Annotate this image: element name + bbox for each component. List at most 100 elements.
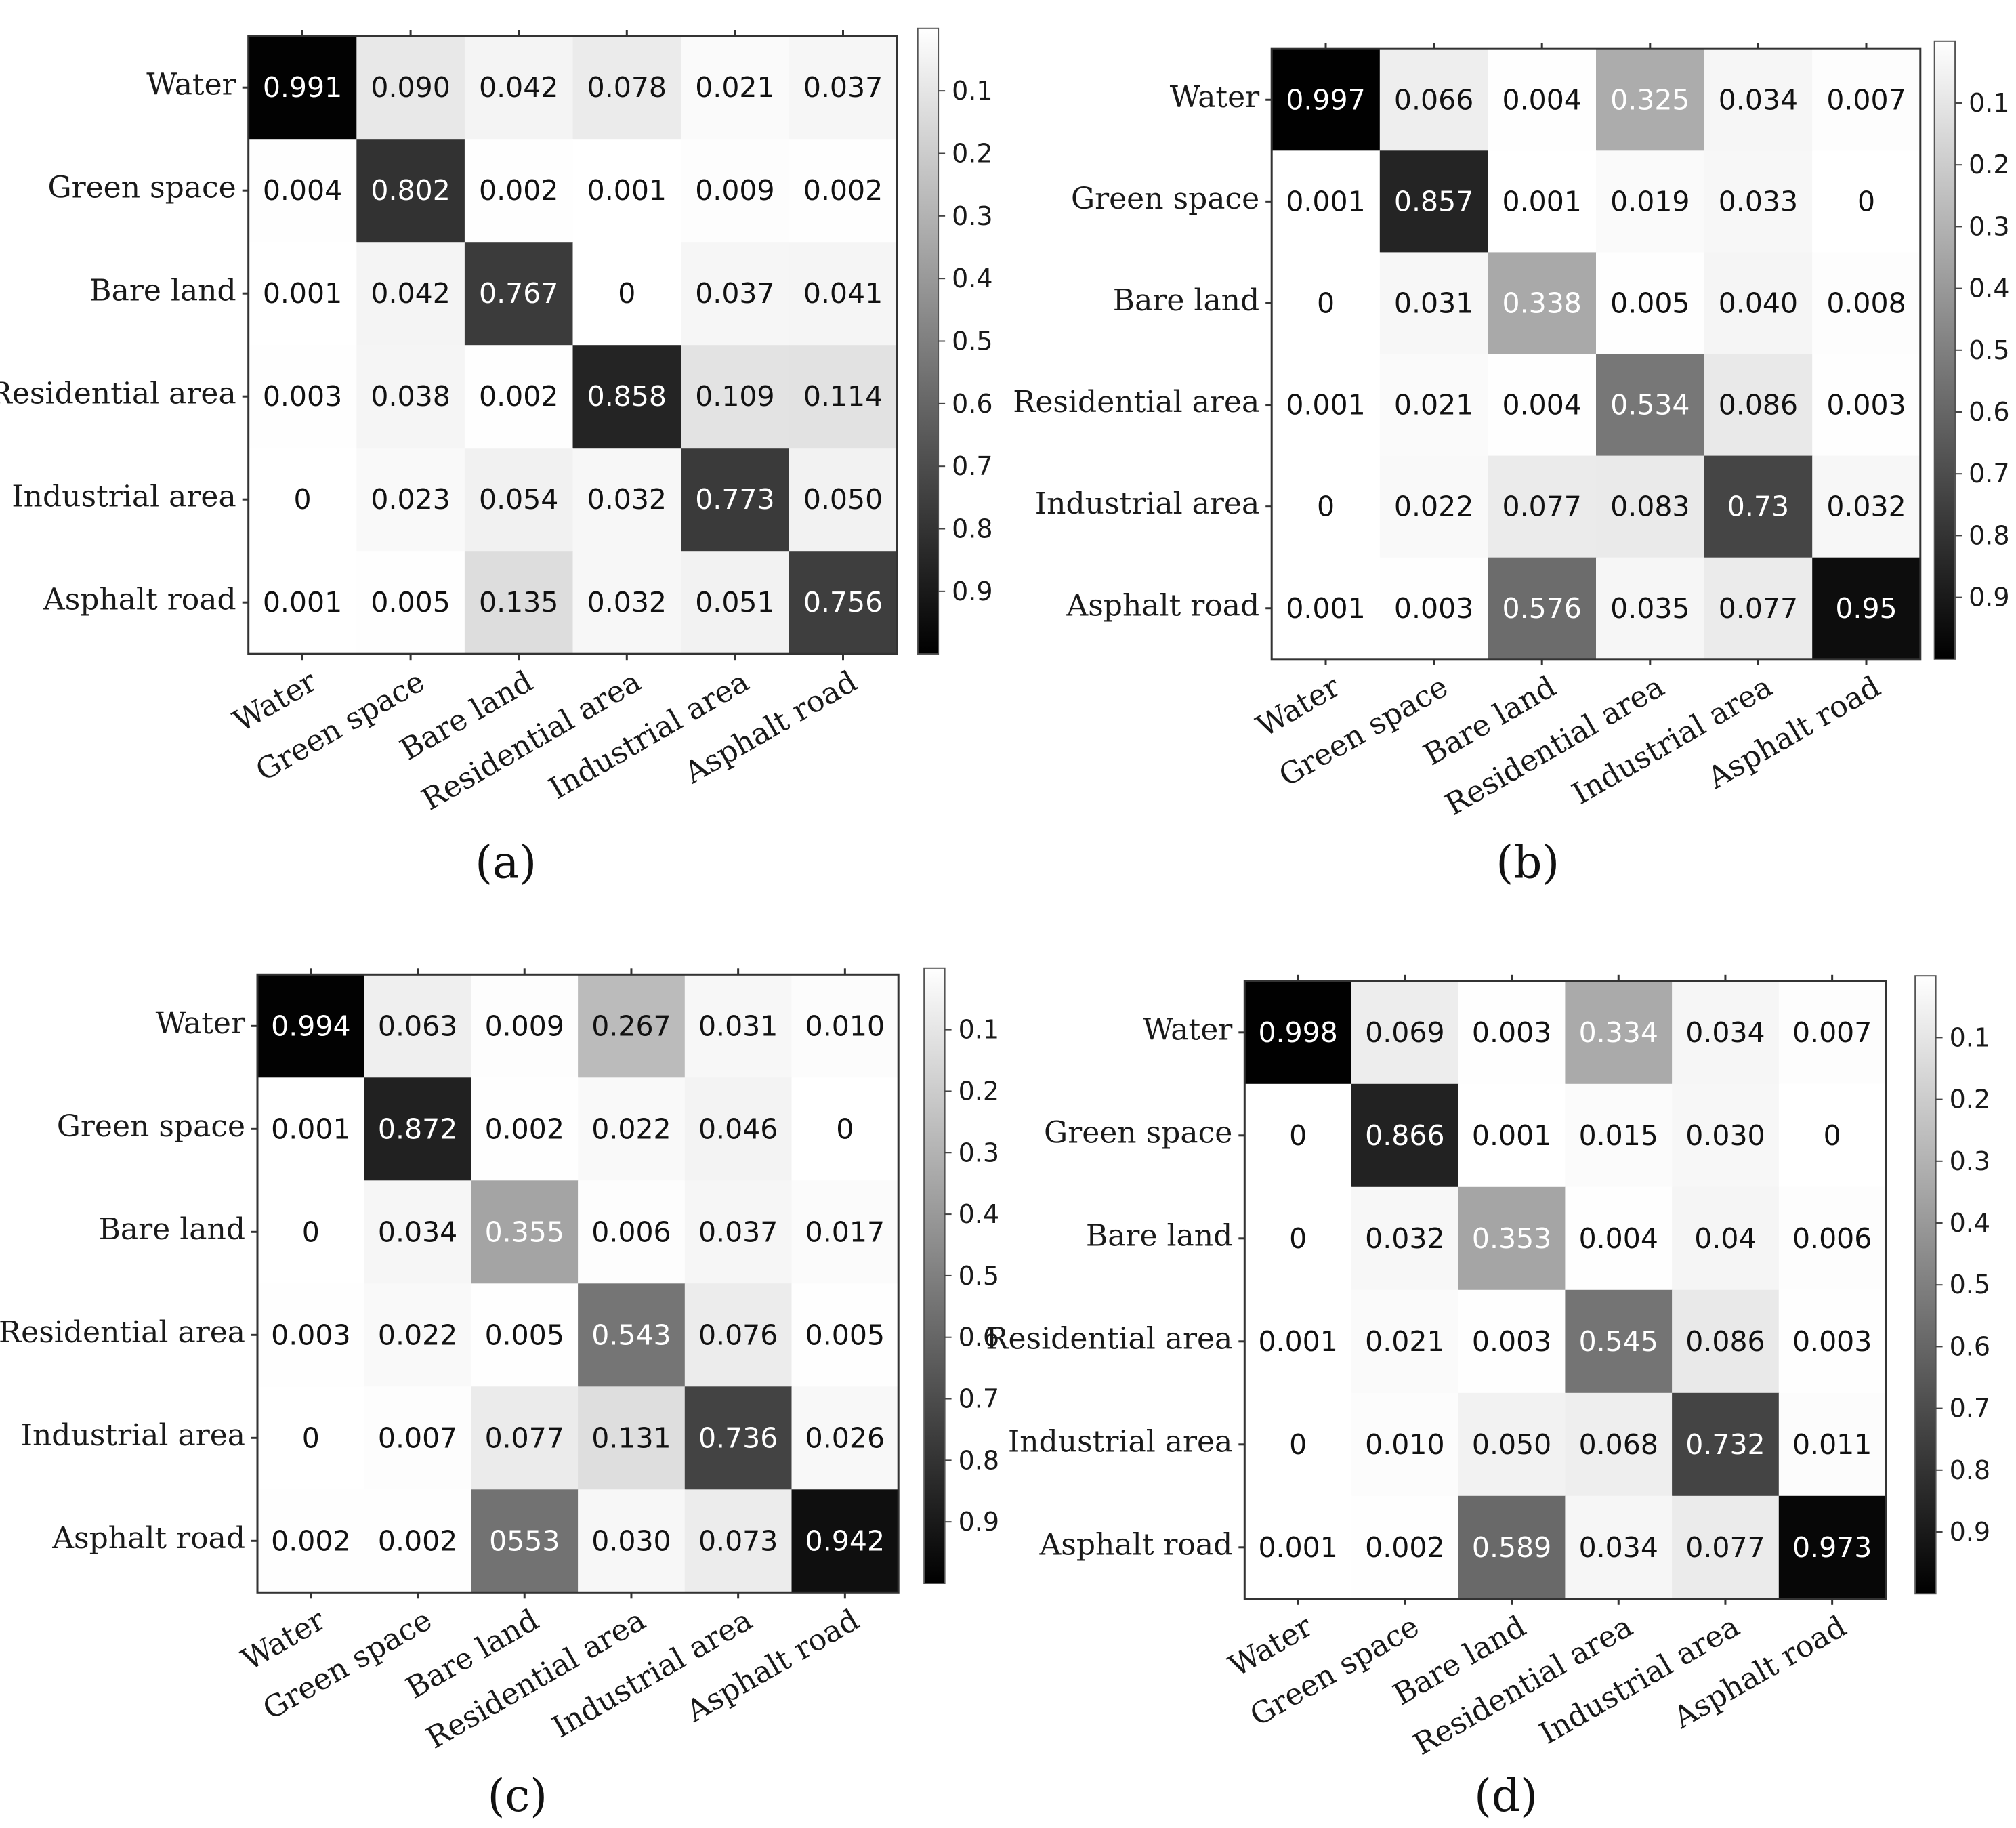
cell-value-label: 0.077: [1685, 1531, 1765, 1564]
heatmap-cell: [471, 1386, 579, 1490]
heatmap-cell: [248, 36, 357, 140]
cell-value-label: 0.021: [695, 71, 774, 104]
colorbar-tick-label: 0.4: [959, 1199, 999, 1229]
cell-value-label: 0.066: [1394, 83, 1473, 116]
heatmap-cell: [248, 242, 357, 346]
heatmap-cell: [257, 1077, 365, 1181]
y-tick-label: Bare land: [1086, 1218, 1232, 1253]
heatmap-cell: [1379, 150, 1488, 253]
heatmap-cell: [257, 1489, 365, 1593]
y-tick-label: Industrial area: [1035, 486, 1259, 521]
heatmap-cell: [684, 1386, 792, 1490]
heatmap-frame: [1243, 980, 1887, 1600]
heatmap-cell: [257, 1283, 365, 1387]
colorbar-tick-label: 0.7: [1950, 1394, 1990, 1424]
cell-value-label: 0: [1317, 491, 1335, 523]
colorbar-tick-label: 0.4: [1969, 274, 2009, 304]
heatmap-cell: [1596, 49, 1705, 151]
heatmap-cell: [681, 345, 790, 449]
cell-value-label: 0.037: [695, 277, 774, 310]
colorbar-tick-label: 0.5: [1969, 335, 2009, 365]
cell-value-label: 0.003: [1472, 1016, 1551, 1049]
heatmap-panel-c: 0.994 0.063 0.009 0.267 0.031 0.010 0.001 0.872…: [0, 967, 999, 1822]
cell-value-label: 0.021: [1394, 389, 1473, 421]
heatmap-cell: [1704, 252, 1813, 354]
cell-value-label: 0.034: [1579, 1531, 1658, 1564]
y-tick-label: Residential area: [986, 1321, 1232, 1356]
heatmap-cell: [1351, 1392, 1459, 1497]
panel-caption: (d): [1474, 1770, 1538, 1822]
heatmap-cell: [572, 345, 681, 449]
y-tick-label: Residential area: [1013, 385, 1259, 419]
cell-value-label: 0: [1857, 185, 1875, 217]
heatmap-cell: [364, 1386, 471, 1490]
colorbar-tick-label: 0.6: [959, 1323, 999, 1352]
heatmap-cell: [572, 448, 681, 552]
heatmap-cell: [791, 1180, 899, 1284]
heatmap-cell: [1778, 1083, 1886, 1188]
heatmap-cell: [364, 1283, 471, 1387]
cell-value-label: 0.017: [805, 1216, 885, 1248]
cell-value-label: 0.004: [1503, 389, 1582, 421]
cell-value-label: 0.991: [263, 71, 342, 104]
cell-value-label: 0.042: [479, 71, 558, 104]
cell-value-label: 0.002: [271, 1524, 350, 1557]
heatmap-cell: [1244, 1289, 1352, 1394]
heatmap-cell: [684, 1489, 792, 1593]
colorbar-tick-label: 0.6: [1969, 397, 2009, 427]
cell-value-label: 0.019: [1610, 185, 1689, 217]
heatmap-cell: [1704, 49, 1813, 151]
cell-value-label: 0.001: [263, 586, 342, 619]
cell-value-label: 0.007: [378, 1421, 457, 1454]
colorbar-tick-label: 0.9: [1969, 583, 2009, 612]
cell-value-label: 0.003: [1792, 1325, 1872, 1358]
heatmap-cell: [1244, 1083, 1352, 1188]
heatmap-cell: [464, 36, 573, 140]
cell-value-label: 0.355: [485, 1216, 564, 1248]
colorbar-tick-label: 0.7: [952, 451, 992, 481]
colorbar-tick-label: 0.5: [959, 1261, 999, 1291]
cell-value-label: 0.004: [1579, 1222, 1658, 1255]
cell-value-label: 0.109: [695, 380, 774, 413]
colorbar-tick-label: 0.9: [959, 1507, 999, 1537]
colorbar-tick-label: 0.4: [952, 264, 992, 293]
heatmap-cell: [257, 974, 365, 1078]
cell-value-label: 0.009: [485, 1010, 564, 1042]
heatmap-cell: [364, 1489, 471, 1593]
heatmap-cell: [1488, 150, 1597, 253]
colorbar-tick-label: 0.3: [1969, 211, 2009, 241]
heatmap-cell: [789, 242, 898, 346]
heatmap-cell: [248, 448, 357, 552]
cell-value-label: 0.031: [1394, 287, 1473, 319]
heatmap-cell: [1565, 980, 1673, 1085]
heatmap-cell: [1704, 150, 1813, 253]
heatmap-cell: [1596, 354, 1705, 457]
cell-value-label: 0.054: [479, 483, 558, 516]
heatmap-cell: [248, 551, 357, 655]
heatmap-cell: [471, 1180, 579, 1284]
heatmap-cell: [578, 1180, 686, 1284]
cell-value-label: 0.086: [1719, 389, 1798, 421]
heatmap-cell: [1672, 1186, 1780, 1291]
cell-value-label: 0.001: [263, 277, 342, 310]
colorbar-tick-label: 0.5: [952, 327, 992, 356]
heatmap-cell: [791, 974, 899, 1078]
heatmap-cell: [789, 139, 898, 243]
cell-value-label: 0.73: [1727, 491, 1789, 523]
heatmap-cell: [1351, 1186, 1459, 1291]
heatmap-cell: [356, 242, 465, 346]
y-tick-label: Industrial area: [21, 1418, 245, 1453]
cell-value-label: 0: [836, 1113, 854, 1145]
heatmap-cell: [464, 139, 573, 243]
cell-value-label: 0.022: [591, 1113, 671, 1145]
heatmap-cell: [681, 242, 790, 346]
heatmap-cell: [791, 1077, 899, 1181]
heatmap-cell: [684, 1180, 792, 1284]
cell-value-label: 0.037: [698, 1216, 778, 1248]
y-tick-label: Green space: [57, 1109, 245, 1144]
heatmap-cell: [1458, 980, 1566, 1085]
heatmap-cell: [572, 551, 681, 655]
heatmap-cell: [1672, 1495, 1780, 1600]
heatmap-cell: [789, 36, 898, 140]
